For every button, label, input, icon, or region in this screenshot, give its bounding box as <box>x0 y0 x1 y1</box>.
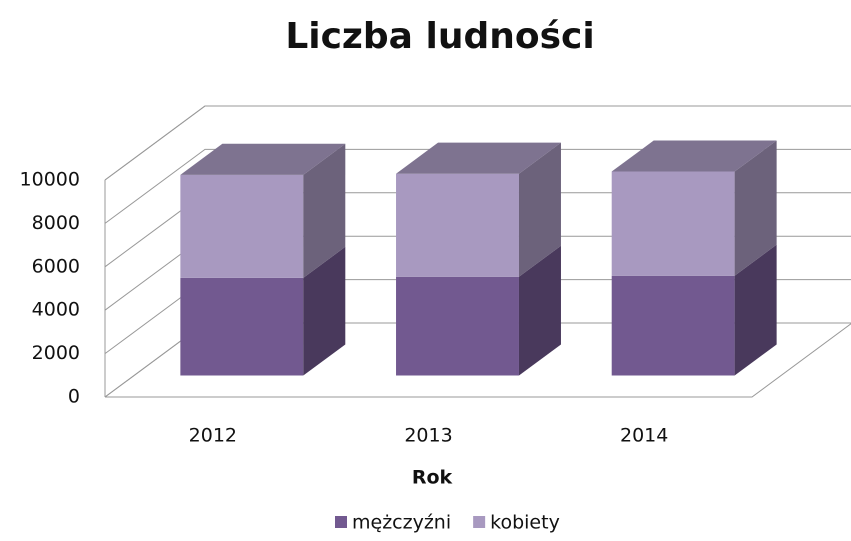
legend-label: kobiety <box>490 512 560 534</box>
bar-front <box>180 277 304 376</box>
bar-side <box>303 143 346 278</box>
chart-title: Liczba ludności <box>285 16 594 57</box>
y-tick-label: 0 <box>68 386 80 408</box>
bar-front <box>611 275 735 376</box>
bar-top <box>611 140 777 172</box>
bar-side <box>518 245 561 376</box>
bar-side <box>303 246 346 376</box>
bar-top <box>180 143 346 175</box>
x-tick-label: 2012 <box>189 425 237 447</box>
grid-line <box>104 105 851 181</box>
y-tick-label: 6000 <box>32 255 80 277</box>
y-tick-label: 4000 <box>32 299 80 321</box>
y-tick-label: 10000 <box>20 169 80 191</box>
legend-swatch <box>335 516 347 528</box>
legend-label: mężczyźni <box>352 512 451 534</box>
bar-side <box>734 244 777 376</box>
y-tick-label: 8000 <box>32 212 80 234</box>
x-tick-label: 2013 <box>404 425 452 447</box>
bar-front <box>396 276 519 376</box>
bar-top <box>396 142 561 174</box>
bar-front <box>396 173 519 277</box>
grid-line <box>104 148 851 224</box>
bar-side <box>734 140 777 276</box>
bar-side <box>518 142 561 277</box>
bar-front <box>611 171 735 276</box>
bar-front <box>180 174 304 278</box>
x-axis-label: Rok <box>412 467 453 489</box>
legend-swatch <box>473 516 486 528</box>
x-tick-label: 2014 <box>620 425 668 447</box>
y-tick-label: 2000 <box>32 342 80 364</box>
